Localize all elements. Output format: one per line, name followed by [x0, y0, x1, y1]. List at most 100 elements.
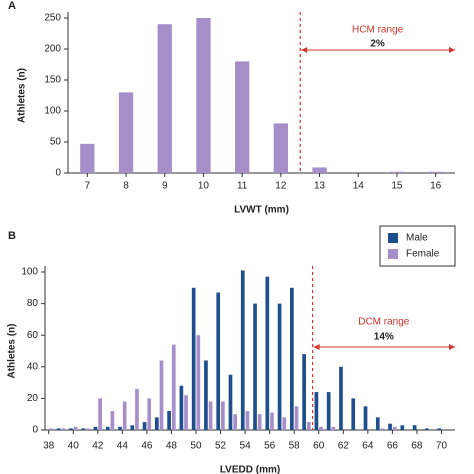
x-tick-label: 58: [289, 441, 301, 452]
x-tick-label: 64: [362, 441, 374, 452]
x-tick-label: 9: [162, 181, 168, 192]
bar: [61, 428, 66, 430]
bar: [98, 398, 102, 430]
x-tick-label: 54: [240, 441, 252, 452]
bar: [282, 417, 287, 430]
bar: [154, 417, 159, 430]
bar: [270, 412, 274, 430]
bar: [314, 392, 319, 430]
x-axis-label: LVWT (mm): [234, 205, 289, 216]
bar: [147, 398, 152, 430]
x-tick-label: 16: [430, 181, 442, 192]
annotation: 14%: [374, 332, 394, 343]
bar: [135, 388, 139, 430]
bar: [191, 287, 196, 430]
bar: [302, 354, 306, 430]
bar: [118, 426, 122, 430]
y-tick-label: 200: [44, 44, 61, 55]
y-tick-label: 100: [21, 267, 38, 278]
bar: [81, 428, 86, 430]
bar: [425, 428, 429, 430]
x-tick-label: 50: [190, 441, 202, 452]
bar: [179, 385, 184, 430]
y-tick-label: 80: [27, 298, 39, 309]
x-tick-label: 38: [43, 441, 55, 452]
arrow-head: [301, 47, 308, 53]
x-tick-label: 68: [411, 441, 423, 452]
legend-box: [379, 225, 456, 267]
bar: [208, 401, 213, 430]
x-tick-label: 8: [123, 181, 129, 192]
bar: [319, 426, 323, 430]
x-tick-label: 62: [338, 441, 350, 452]
annotation: 2%: [370, 39, 385, 50]
x-tick-label: 40: [68, 441, 80, 452]
bar: [389, 171, 405, 173]
x-tick-label: 12: [275, 181, 287, 192]
y-tick-label: 250: [44, 13, 61, 24]
x-tick-label: 48: [166, 441, 178, 452]
y-axis-label: Athletes (n): [7, 324, 18, 379]
bar: [400, 425, 405, 430]
x-tick-label: 7: [85, 181, 91, 192]
bar: [56, 428, 61, 430]
legend-label: Male: [406, 233, 428, 244]
x-tick-label: 15: [391, 181, 403, 192]
y-tick-label: 100: [44, 106, 61, 117]
bar: [392, 426, 397, 430]
legend-swatch: [388, 249, 398, 259]
bar: [253, 303, 257, 430]
x-tick-label: 13: [314, 181, 326, 192]
bar: [73, 426, 78, 430]
bar: [69, 428, 73, 430]
bar: [245, 411, 250, 430]
bar: [294, 406, 299, 430]
x-tick-label: 70: [436, 441, 448, 452]
legend-label: Female: [406, 249, 440, 260]
bar: [437, 428, 442, 430]
x-tick-label: 11: [237, 181, 248, 192]
bar: [277, 303, 282, 430]
bar: [86, 428, 90, 430]
x-axis-label: LVEDD (mm): [220, 465, 280, 474]
x-tick-label: 52: [215, 441, 227, 452]
x-tick-label: 42: [92, 441, 104, 452]
bar: [375, 417, 380, 430]
bar: [122, 401, 127, 430]
arrow-head: [449, 344, 455, 350]
x-tick-label: 60: [313, 441, 325, 452]
y-tick-label: 20: [27, 393, 39, 404]
annotation: HCM range: [352, 25, 404, 36]
bar: [196, 335, 201, 430]
arrow-head: [449, 47, 455, 53]
annotation: DCM range: [358, 317, 410, 328]
bar: [233, 414, 237, 430]
y-tick-label: 0: [55, 168, 61, 179]
bar: [363, 406, 368, 430]
legend-swatch: [388, 233, 398, 243]
bar: [388, 423, 392, 430]
x-tick-label: 44: [117, 441, 129, 452]
bar: [118, 92, 134, 173]
y-tick-label: 50: [50, 137, 62, 148]
y-tick-label: 150: [44, 75, 61, 86]
bar: [221, 401, 225, 430]
bar: [216, 292, 221, 430]
panel-label: B: [8, 230, 16, 242]
bar: [412, 425, 417, 430]
bar: [159, 360, 164, 430]
bar: [312, 167, 327, 173]
bar: [351, 398, 356, 430]
x-tick-label: 56: [264, 441, 276, 452]
bar: [257, 414, 262, 430]
bar: [234, 61, 250, 173]
bar: [204, 360, 208, 430]
y-tick-label: 60: [27, 330, 39, 341]
bar: [228, 374, 233, 430]
bar: [240, 270, 245, 430]
x-tick-label: 14: [353, 181, 365, 192]
bar: [80, 143, 95, 173]
bar: [105, 426, 110, 430]
bar: [331, 426, 336, 430]
